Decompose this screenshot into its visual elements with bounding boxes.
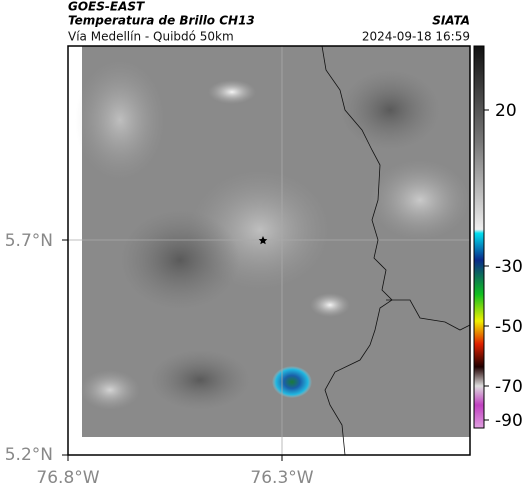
agency: SIATA xyxy=(432,14,470,28)
timestamp: 2024-09-18 16:59 xyxy=(362,30,470,44)
colorbar-label: -70 xyxy=(495,377,523,397)
source: GOES-EAST xyxy=(68,0,145,14)
satellite-image xyxy=(62,45,471,461)
colorbar-label: -30 xyxy=(495,257,523,277)
colorbar-label: -90 xyxy=(495,411,523,431)
lat-label: 5.2°N xyxy=(5,445,53,465)
title: Temperatura de Brillo CH13 xyxy=(68,14,255,28)
lon-label: 76.3°W xyxy=(250,468,313,488)
colorbar-label: -50 xyxy=(495,317,523,337)
subtitle: Vía Medellín - Quibdó 50km xyxy=(68,30,234,44)
lat-label: 5.7°N xyxy=(5,231,53,251)
lon-label: 76.8°W xyxy=(36,468,99,488)
colorbar-label: 20 xyxy=(495,101,517,121)
colorbar xyxy=(473,45,489,429)
